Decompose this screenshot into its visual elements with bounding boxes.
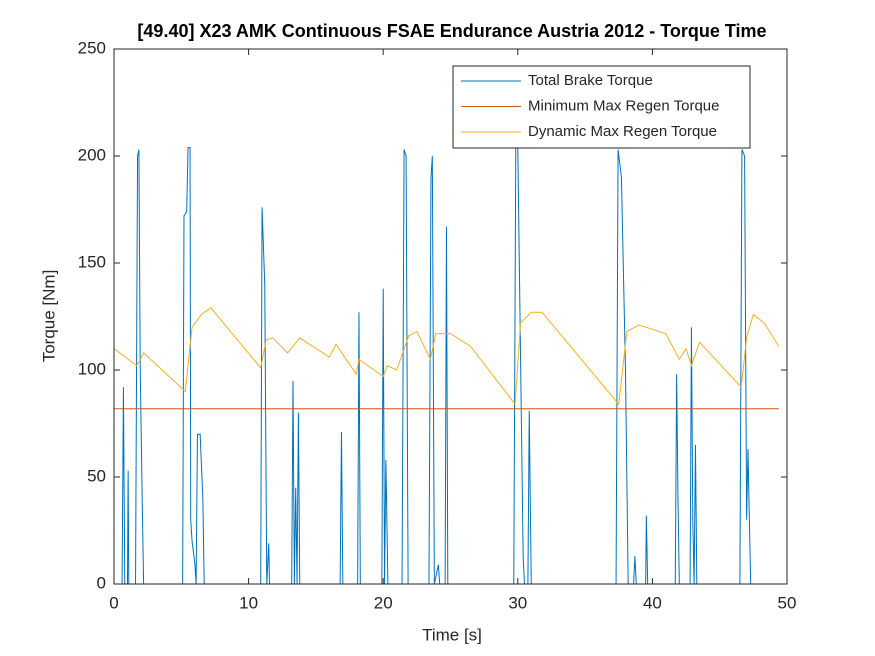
axes-box: [113, 48, 788, 585]
y-tick-label: 0: [97, 573, 106, 592]
legend-label: Dynamic Max Regen Torque: [528, 123, 717, 140]
legend-label: Minimum Max Regen Torque: [528, 97, 719, 114]
y-tick-label: 200: [78, 145, 106, 164]
x-tick-label: 40: [643, 593, 662, 612]
y-tick-label: 250: [78, 38, 106, 57]
x-tick-label: 30: [508, 593, 527, 612]
x-tick-label: 10: [239, 593, 258, 612]
y-axis-label: Torque [Nm]: [39, 270, 58, 363]
y-tick-label: 100: [78, 359, 106, 378]
series-line: [113, 307, 780, 406]
legend-label: Total Brake Torque: [528, 72, 653, 89]
x-axis-label: Time [s]: [422, 625, 482, 644]
x-tick-label: 20: [374, 593, 393, 612]
y-tick-label: 150: [78, 252, 106, 271]
y-tick-label: 50: [87, 466, 106, 485]
x-tick-label: 0: [109, 593, 118, 612]
x-tick-label: 50: [778, 593, 797, 612]
chart-title: [49.40] X23 AMK Continuous FSAE Enduranc…: [137, 21, 766, 41]
